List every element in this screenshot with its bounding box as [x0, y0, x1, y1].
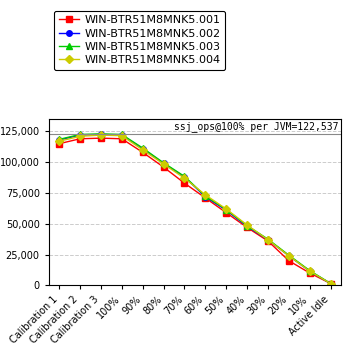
- WIN-BTR51M8MNK5.001: [245, 226, 249, 230]
- WIN-BTR51M8MNK5.004: [329, 282, 333, 286]
- WIN-BTR51M8MNK5.004: [161, 162, 166, 166]
- WIN-BTR51M8MNK5.004: [57, 139, 61, 143]
- WIN-BTR51M8MNK5.003: [329, 282, 333, 286]
- WIN-BTR51M8MNK5.002: [182, 175, 187, 179]
- WIN-BTR51M8MNK5.003: [120, 132, 124, 136]
- WIN-BTR51M8MNK5.001: [182, 181, 187, 185]
- WIN-BTR51M8MNK5.004: [182, 176, 187, 180]
- WIN-BTR51M8MNK5.004: [99, 133, 103, 137]
- WIN-BTR51M8MNK5.001: [57, 142, 61, 146]
- WIN-BTR51M8MNK5.001: [329, 282, 333, 286]
- WIN-BTR51M8MNK5.002: [266, 238, 270, 242]
- WIN-BTR51M8MNK5.003: [57, 137, 61, 142]
- WIN-BTR51M8MNK5.002: [203, 195, 207, 199]
- WIN-BTR51M8MNK5.001: [287, 259, 291, 263]
- WIN-BTR51M8MNK5.004: [120, 134, 124, 138]
- WIN-BTR51M8MNK5.002: [245, 224, 249, 228]
- WIN-BTR51M8MNK5.001: [308, 271, 312, 275]
- WIN-BTR51M8MNK5.001: [203, 196, 207, 200]
- WIN-BTR51M8MNK5.003: [203, 194, 207, 198]
- WIN-BTR51M8MNK5.004: [141, 148, 145, 152]
- WIN-BTR51M8MNK5.003: [99, 132, 103, 136]
- WIN-BTR51M8MNK5.003: [287, 253, 291, 257]
- WIN-BTR51M8MNK5.001: [266, 239, 270, 243]
- WIN-BTR51M8MNK5.002: [141, 147, 145, 151]
- Line: WIN-BTR51M8MNK5.002: WIN-BTR51M8MNK5.002: [56, 132, 333, 286]
- WIN-BTR51M8MNK5.004: [287, 254, 291, 258]
- WIN-BTR51M8MNK5.001: [120, 137, 124, 141]
- WIN-BTR51M8MNK5.001: [78, 137, 82, 141]
- Line: WIN-BTR51M8MNK5.001: WIN-BTR51M8MNK5.001: [56, 135, 333, 286]
- WIN-BTR51M8MNK5.003: [161, 161, 166, 165]
- WIN-BTR51M8MNK5.002: [308, 269, 312, 273]
- WIN-BTR51M8MNK5.003: [182, 174, 187, 179]
- Line: WIN-BTR51M8MNK5.003: WIN-BTR51M8MNK5.003: [56, 131, 333, 286]
- Line: WIN-BTR51M8MNK5.004: WIN-BTR51M8MNK5.004: [56, 132, 333, 286]
- WIN-BTR51M8MNK5.002: [329, 282, 333, 286]
- WIN-BTR51M8MNK5.003: [266, 237, 270, 241]
- WIN-BTR51M8MNK5.004: [266, 238, 270, 242]
- WIN-BTR51M8MNK5.004: [78, 134, 82, 139]
- WIN-BTR51M8MNK5.004: [308, 269, 312, 273]
- WIN-BTR51M8MNK5.002: [78, 133, 82, 137]
- WIN-BTR51M8MNK5.003: [78, 132, 82, 136]
- WIN-BTR51M8MNK5.001: [99, 136, 103, 140]
- WIN-BTR51M8MNK5.004: [224, 207, 228, 211]
- WIN-BTR51M8MNK5.002: [224, 208, 228, 212]
- WIN-BTR51M8MNK5.001: [161, 165, 166, 169]
- Text: ssj_ops@100% per JVM=122,537: ssj_ops@100% per JVM=122,537: [174, 121, 338, 132]
- WIN-BTR51M8MNK5.001: [141, 150, 145, 155]
- WIN-BTR51M8MNK5.003: [141, 146, 145, 150]
- Legend: WIN-BTR51M8MNK5.001, WIN-BTR51M8MNK5.002, WIN-BTR51M8MNK5.003, WIN-BTR51M8MNK5.0: WIN-BTR51M8MNK5.001, WIN-BTR51M8MNK5.002…: [54, 11, 225, 70]
- WIN-BTR51M8MNK5.003: [245, 223, 249, 228]
- WIN-BTR51M8MNK5.002: [57, 138, 61, 142]
- WIN-BTR51M8MNK5.003: [224, 207, 228, 212]
- WIN-BTR51M8MNK5.002: [287, 254, 291, 258]
- WIN-BTR51M8MNK5.002: [99, 132, 103, 136]
- WIN-BTR51M8MNK5.002: [161, 161, 166, 166]
- WIN-BTR51M8MNK5.004: [245, 223, 249, 227]
- WIN-BTR51M8MNK5.002: [120, 133, 124, 137]
- WIN-BTR51M8MNK5.004: [203, 193, 207, 197]
- WIN-BTR51M8MNK5.003: [308, 269, 312, 273]
- WIN-BTR51M8MNK5.001: [224, 211, 228, 215]
